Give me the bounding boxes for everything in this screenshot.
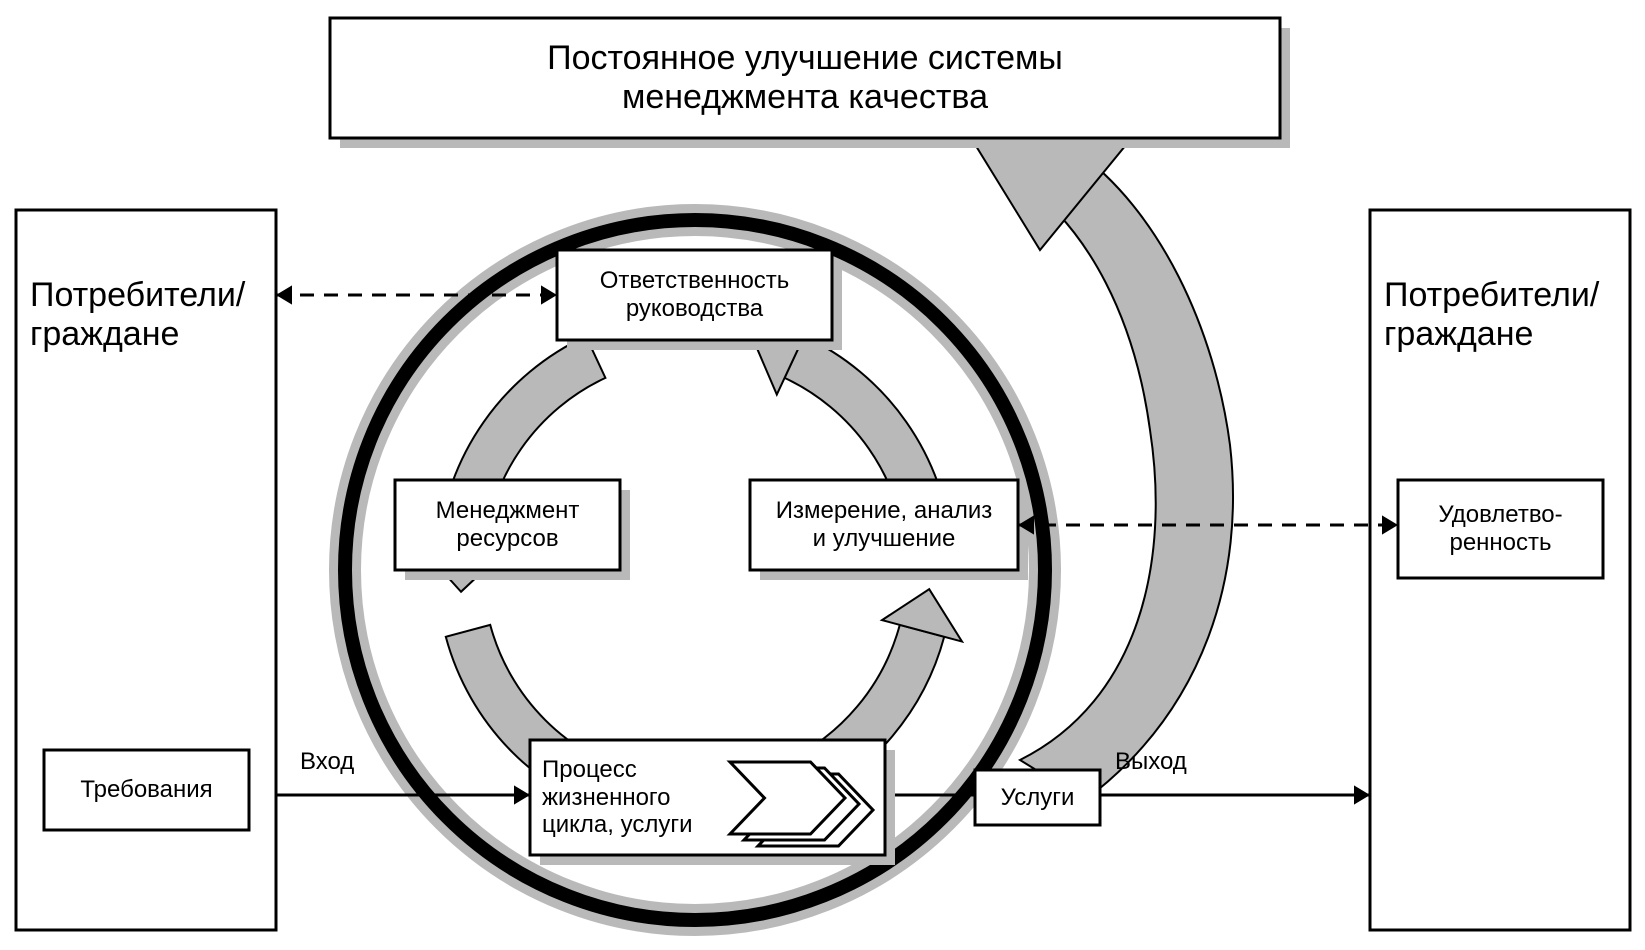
flow-in-label: Вход bbox=[300, 748, 354, 776]
node-responsibility: Ответственностьруководства bbox=[557, 250, 832, 340]
node-measurement: Измерение, анализи улучшение bbox=[750, 480, 1018, 570]
flow-out-label: Выход bbox=[1115, 748, 1187, 776]
big-improvement-arrow bbox=[1020, 150, 1233, 800]
requirements-box: Требования bbox=[44, 750, 249, 830]
right-panel-heading: Потребители/граждане bbox=[1384, 265, 1624, 365]
left-panel-heading: Потребители/граждане bbox=[30, 265, 270, 365]
satisfaction-box: Удовлетво-ренность bbox=[1398, 480, 1603, 578]
node-services: Услуги bbox=[975, 770, 1100, 825]
node-resources: Менеджментресурсов bbox=[395, 480, 620, 570]
node-lifecycle: Процессжизненногоцикла, услуги bbox=[542, 740, 722, 855]
title-box: Постоянное улучшение системыменеджмента … bbox=[330, 18, 1280, 138]
